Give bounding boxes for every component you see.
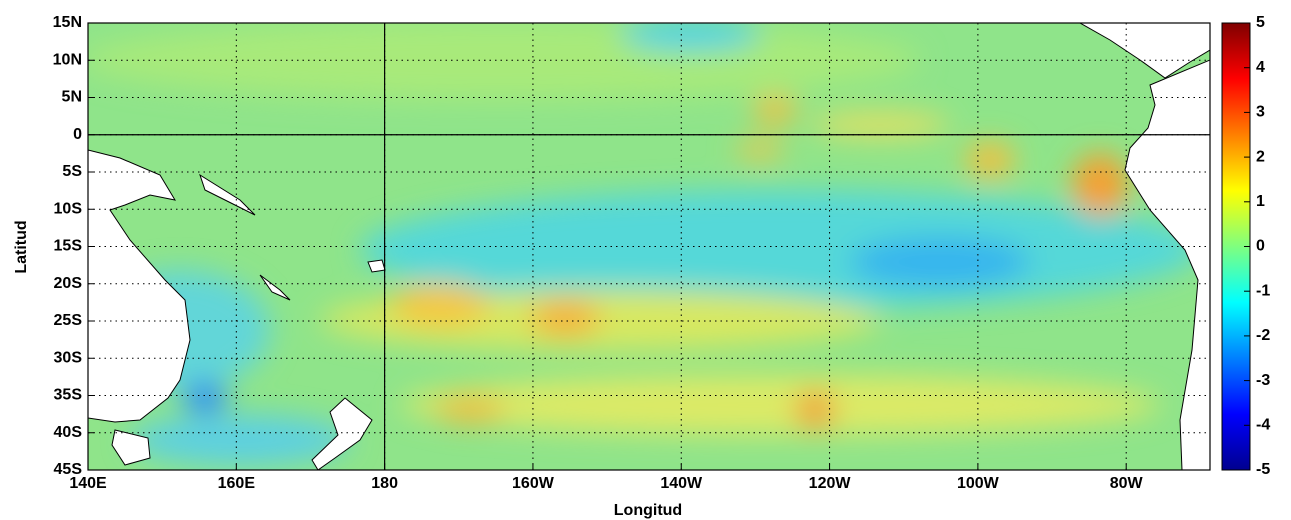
- colorbar-tick-label: -5: [1256, 461, 1270, 478]
- x-tick-label: 80W: [1110, 475, 1144, 492]
- colorbar-tick-label: 0: [1256, 238, 1265, 255]
- colorbar-tick-label: 3: [1256, 104, 1265, 121]
- x-axis-label: Longitud: [614, 502, 682, 519]
- y-tick-label: 0: [73, 126, 82, 143]
- colorbar-tick-label: 4: [1256, 59, 1265, 76]
- colorbar-tick-label: 2: [1256, 148, 1265, 165]
- y-tick-label: 5S: [62, 163, 82, 180]
- land: [88, 23, 1210, 470]
- y-tick-label: 25S: [54, 312, 83, 329]
- y-tick-label: 30S: [54, 349, 83, 366]
- colorbar-tick-label: -4: [1256, 417, 1270, 434]
- y-tick-label: 35S: [54, 387, 83, 404]
- colorbar-tick-label: 1: [1256, 193, 1265, 210]
- colorbar-tick-label: -2: [1256, 327, 1270, 344]
- y-tick-label: 45S: [54, 461, 83, 478]
- x-tick-label: 100W: [957, 475, 1000, 492]
- y-tick-label: 40S: [54, 424, 83, 441]
- y-tick-label: 15S: [54, 238, 83, 255]
- colorbar-tick-label: 5: [1256, 14, 1265, 31]
- y-tick-label: 10S: [54, 200, 83, 217]
- x-tick-label: 140W: [660, 475, 703, 492]
- x-tick-label: 140E: [69, 475, 107, 492]
- field: [88, 23, 1210, 470]
- y-tick-label: 20S: [54, 275, 83, 292]
- y-tick-label: 5N: [62, 89, 82, 106]
- x-tick-label: 160W: [512, 475, 555, 492]
- colorbar-tick-label: -3: [1256, 372, 1270, 389]
- x-tick-label: 160E: [218, 475, 256, 492]
- y-axis-label: Latitud: [13, 220, 30, 273]
- x-tick-label: 180: [371, 475, 398, 492]
- x-tick-label: 120W: [809, 475, 852, 492]
- y-tick-label: 10N: [53, 51, 82, 68]
- y-tick-label: 15N: [53, 14, 82, 31]
- colorbar-tick-label: -1: [1256, 282, 1270, 299]
